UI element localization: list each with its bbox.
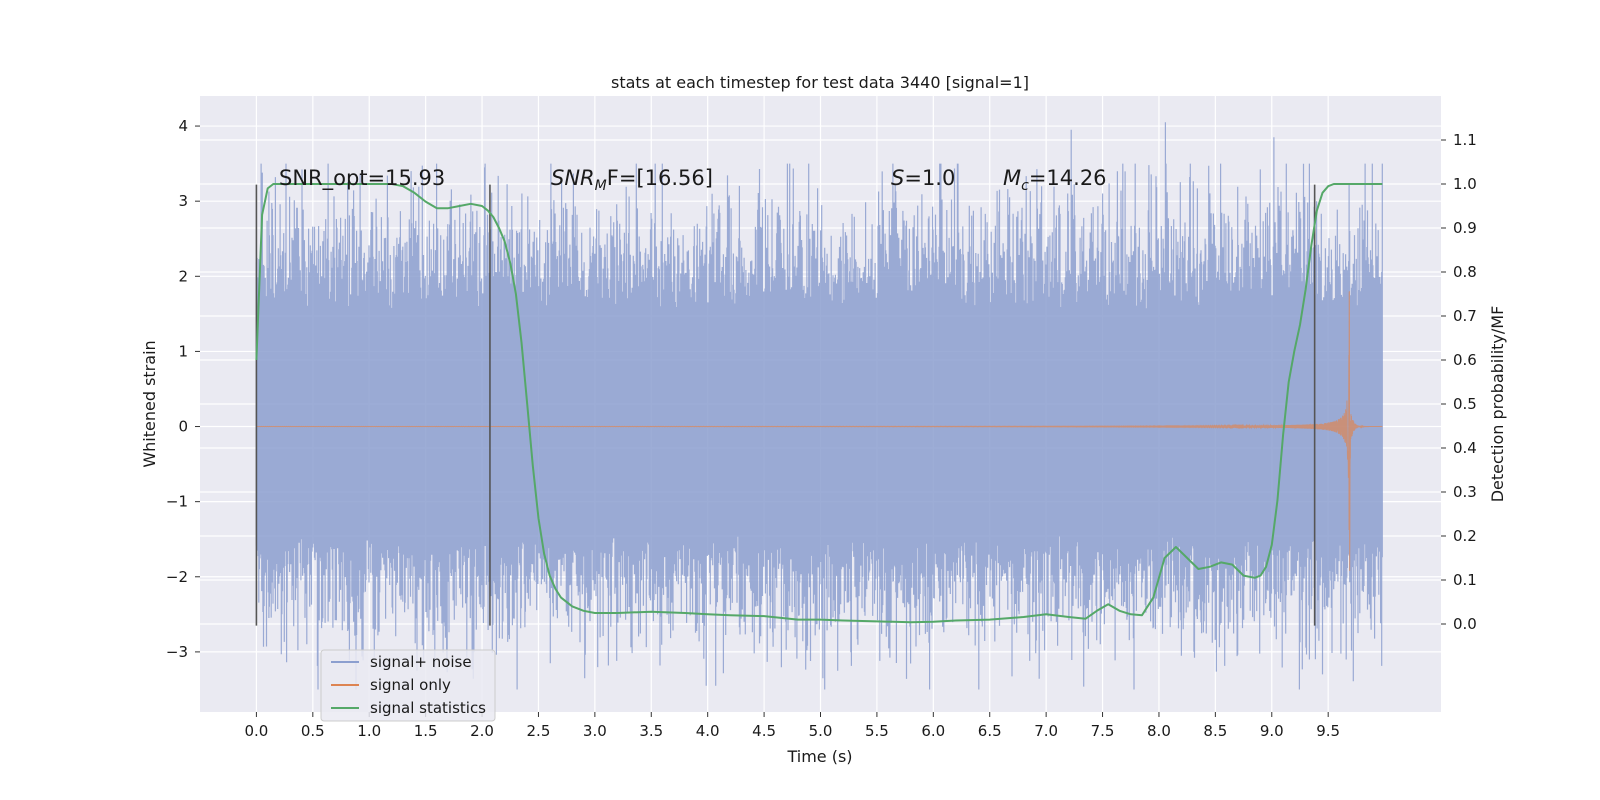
x-tick-label: 9.0 (1260, 722, 1284, 740)
right-y-tick-label: 0.2 (1453, 527, 1477, 545)
left-y-axis-ticks: −3 −2 −1 0 1 2 3 4 (166, 117, 200, 661)
annotation-mc-value: =14.26 (1029, 166, 1107, 190)
annotation-mc: Mc=14.26 (1003, 166, 1107, 194)
x-tick-label: 5.5 (865, 722, 889, 740)
x-tick-label: 1.0 (357, 722, 381, 740)
right-y-tick-label: 0.6 (1453, 351, 1477, 369)
right-y-tick-label: 0.1 (1453, 571, 1477, 589)
x-tick-label: 3.5 (639, 722, 663, 740)
x-tick-label: 6.0 (921, 722, 945, 740)
right-y-axis-label: Detection probability/MF (1488, 306, 1507, 503)
right-y-tick-label: 0.0 (1453, 615, 1477, 633)
x-tick-label: 9.5 (1316, 722, 1340, 740)
right-y-tick-label: 1.0 (1453, 175, 1477, 193)
x-tick-label: 7.5 (1091, 722, 1115, 740)
left-y-tick-label: −3 (166, 643, 188, 661)
left-y-tick-label: 0 (178, 418, 188, 436)
legend-box (320, 649, 496, 722)
right-y-tick-label: 0.4 (1453, 439, 1477, 457)
right-y-tick-label: 0.5 (1453, 395, 1477, 413)
left-y-tick-label: −1 (166, 493, 188, 511)
annotation-mc-base: M (1003, 166, 1021, 190)
right-y-tick-label: 0.3 (1453, 483, 1477, 501)
x-tick-label: 0.0 (244, 722, 268, 740)
x-axis-label: Time (s) (786, 747, 852, 766)
x-tick-label: 6.5 (978, 722, 1002, 740)
x-tick-label: 3.0 (583, 722, 607, 740)
legend-label-statistics: signal statistics (370, 699, 486, 717)
x-tick-label: 2.5 (527, 722, 551, 740)
annotation-mc-sub: c (1021, 178, 1029, 194)
x-tick-label: 2.0 (470, 722, 494, 740)
right-y-tick-label: 0.9 (1453, 219, 1477, 237)
x-tick-label: 1.5 (414, 722, 438, 740)
legend: signal+ noise signal only signal statist… (320, 649, 496, 722)
annotation-s-label: S (891, 166, 904, 190)
x-tick-label: 4.5 (752, 722, 776, 740)
x-tick-label: 8.0 (1147, 722, 1171, 740)
annotation-snr-mf: SNRMF=[16.56] (551, 166, 713, 194)
x-tick-label: 8.5 (1203, 722, 1227, 740)
statistics-series (255, 183, 1383, 624)
x-tick-label: 7.0 (1034, 722, 1058, 740)
signal-series (256, 291, 1383, 571)
legend-label-noise: signal+ noise (370, 653, 472, 671)
annotation-s: S=1.0 (891, 166, 955, 190)
right-y-tick-label: 0.8 (1453, 263, 1477, 281)
x-axis-ticks: 0.0 0.5 1.0 1.5 2.0 2.5 3.0 3.5 4.0 4.5 5.0 5.5 6.0 6… (244, 712, 1340, 740)
legend-label-signal: signal only (370, 676, 451, 694)
annotation-snr-opt: SNR_opt=15.93 (279, 166, 445, 191)
signal-trace (256, 291, 1383, 571)
right-y-tick-label: 1.1 (1453, 131, 1477, 149)
annotation-snr-mf-sub: M (595, 178, 607, 194)
left-y-axis-label: Whitened strain (140, 340, 159, 467)
right-y-tick-label: 0.7 (1453, 307, 1477, 325)
x-tick-label: 4.0 (696, 722, 720, 740)
right-y-axis-ticks: 0.0 0.1 0.2 0.3 0.4 0.5 0.6 0.7 0.8 0.9 1.0 1.1 (1441, 131, 1477, 633)
marker-lines (255, 184, 1316, 626)
x-tick-label: 5.0 (809, 722, 833, 740)
left-y-tick-label: 3 (178, 192, 188, 210)
annotation-s-value: =1.0 (904, 166, 955, 190)
x-tick-label: 0.5 (301, 722, 325, 740)
annotation-snr-mf-base: SNR (551, 166, 595, 190)
left-y-tick-label: 1 (178, 342, 188, 360)
left-y-tick-label: 4 (178, 117, 188, 135)
chart-title: stats at each timestep for test data 344… (611, 73, 1029, 92)
annotation-snr-mf-rest: F=[16.56] (607, 166, 713, 190)
statistics-trace (255, 183, 1383, 624)
left-y-tick-label: 2 (178, 267, 188, 285)
left-y-tick-label: −2 (166, 568, 188, 586)
